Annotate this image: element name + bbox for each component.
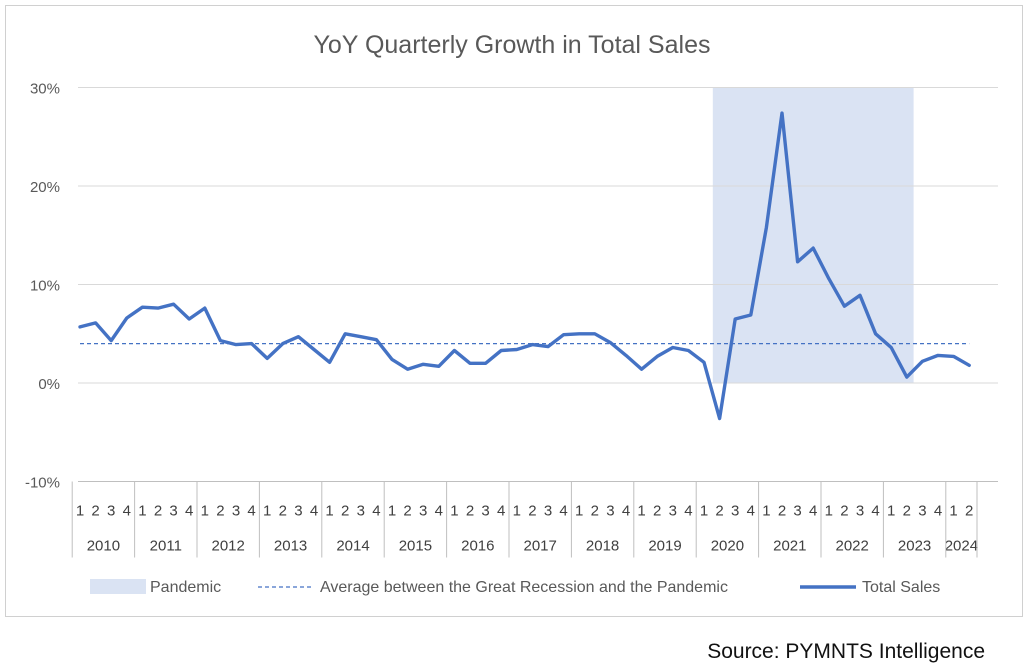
quarter-tick-label: 3 bbox=[856, 503, 864, 520]
quarter-tick-label: 4 bbox=[435, 503, 443, 520]
total-sales-line bbox=[78, 111, 971, 421]
quarter-tick-label: 2 bbox=[341, 503, 349, 520]
quarter-tick-label: 3 bbox=[107, 503, 115, 520]
year-tick-label: 2012 bbox=[212, 538, 245, 555]
quarter-tick-label: 4 bbox=[747, 503, 755, 520]
year-tick-label: 2013 bbox=[274, 538, 307, 555]
y-tick-label: 10% bbox=[30, 278, 60, 295]
quarter-tick-label: 1 bbox=[513, 503, 521, 520]
year-tick-label: 2024 bbox=[945, 538, 978, 555]
quarter-tick-label: 3 bbox=[357, 503, 365, 520]
quarter-tick-label: 2 bbox=[591, 503, 599, 520]
quarter-tick-label: 1 bbox=[138, 503, 146, 520]
quarter-tick-label: 2 bbox=[216, 503, 224, 520]
legend-label-average: Average between the Great Recession and … bbox=[320, 579, 728, 596]
legend-label-pandemic: Pandemic bbox=[150, 579, 221, 596]
quarter-tick-label: 4 bbox=[310, 503, 318, 520]
legend-label-total-sales: Total Sales bbox=[862, 579, 940, 596]
chart-title: YoY Quarterly Growth in Total Sales bbox=[314, 31, 711, 59]
quarter-tick-label: 1 bbox=[76, 503, 84, 520]
quarter-tick-label: 1 bbox=[700, 503, 708, 520]
quarter-tick-label: 3 bbox=[169, 503, 177, 520]
quarter-tick-label: 3 bbox=[419, 503, 427, 520]
quarter-tick-label: 1 bbox=[201, 503, 209, 520]
quarter-tick-label: 4 bbox=[497, 503, 505, 520]
year-tick-label: 2020 bbox=[711, 538, 744, 555]
quarter-tick-label: 1 bbox=[762, 503, 770, 520]
quarter-tick-label: 2 bbox=[653, 503, 661, 520]
year-tick-label: 2021 bbox=[773, 538, 806, 555]
quarter-tick-label: 2 bbox=[715, 503, 723, 520]
legend-swatch-pandemic bbox=[90, 579, 146, 594]
quarter-tick-label: 3 bbox=[918, 503, 926, 520]
y-tick-label: 0% bbox=[38, 376, 60, 393]
source-note: Source: PYMNTS Intelligence bbox=[707, 640, 985, 663]
year-tick-label: 2019 bbox=[648, 538, 681, 555]
quarter-tick-label: 1 bbox=[637, 503, 645, 520]
year-tick-label: 2023 bbox=[898, 538, 931, 555]
quarter-tick-label: 2 bbox=[403, 503, 411, 520]
quarter-tick-label: 1 bbox=[450, 503, 458, 520]
quarter-tick-label: 4 bbox=[559, 503, 567, 520]
y-tick-label: 20% bbox=[30, 179, 60, 196]
quarter-tick-label: 4 bbox=[123, 503, 131, 520]
quarter-tick-label: 2 bbox=[528, 503, 536, 520]
quarter-tick-label: 4 bbox=[185, 503, 193, 520]
quarter-tick-label: 1 bbox=[887, 503, 895, 520]
quarter-tick-label: 2 bbox=[154, 503, 162, 520]
quarter-tick-label: 1 bbox=[325, 503, 333, 520]
quarter-tick-label: 2 bbox=[965, 503, 973, 520]
quarter-tick-label: 1 bbox=[263, 503, 271, 520]
quarter-tick-label: 4 bbox=[622, 503, 630, 520]
quarter-tick-label: 3 bbox=[481, 503, 489, 520]
quarter-tick-label: 1 bbox=[575, 503, 583, 520]
quarter-tick-label: 2 bbox=[279, 503, 287, 520]
quarter-tick-label: 4 bbox=[684, 503, 692, 520]
year-tick-label: 2018 bbox=[586, 538, 619, 555]
quarter-tick-label: 2 bbox=[903, 503, 911, 520]
year-tick-label: 2015 bbox=[399, 538, 432, 555]
quarter-tick-label: 4 bbox=[372, 503, 380, 520]
quarter-tick-label: 4 bbox=[934, 503, 942, 520]
quarter-tick-label: 4 bbox=[871, 503, 879, 520]
quarter-tick-label: 1 bbox=[825, 503, 833, 520]
year-tick-label: 2010 bbox=[87, 538, 120, 555]
quarter-tick-label: 4 bbox=[809, 503, 817, 520]
quarter-tick-label: 2 bbox=[840, 503, 848, 520]
quarter-tick-label: 4 bbox=[247, 503, 255, 520]
quarter-tick-label: 2 bbox=[466, 503, 474, 520]
quarter-tick-label: 2 bbox=[91, 503, 99, 520]
year-tick-label: 2014 bbox=[336, 538, 369, 555]
year-tick-label: 2011 bbox=[150, 538, 182, 555]
year-tick-label: 2017 bbox=[524, 538, 557, 555]
quarter-tick-label: 1 bbox=[949, 503, 957, 520]
quarter-tick-label: 3 bbox=[731, 503, 739, 520]
pandemic-shaded-region bbox=[712, 87, 914, 383]
quarter-tick-label: 3 bbox=[294, 503, 302, 520]
quarter-tick-label: 2 bbox=[778, 503, 786, 520]
quarter-tick-label: 3 bbox=[232, 503, 240, 520]
quarter-tick-label: 3 bbox=[606, 503, 614, 520]
y-tick-label: 30% bbox=[30, 81, 60, 98]
quarter-tick-label: 1 bbox=[388, 503, 396, 520]
year-tick-label: 2022 bbox=[836, 538, 869, 555]
quarter-tick-label: 3 bbox=[793, 503, 801, 520]
quarter-tick-label: 3 bbox=[544, 503, 552, 520]
y-tick-label: -10% bbox=[25, 475, 60, 492]
year-tick-label: 2016 bbox=[461, 538, 494, 555]
quarter-tick-label: 3 bbox=[669, 503, 677, 520]
